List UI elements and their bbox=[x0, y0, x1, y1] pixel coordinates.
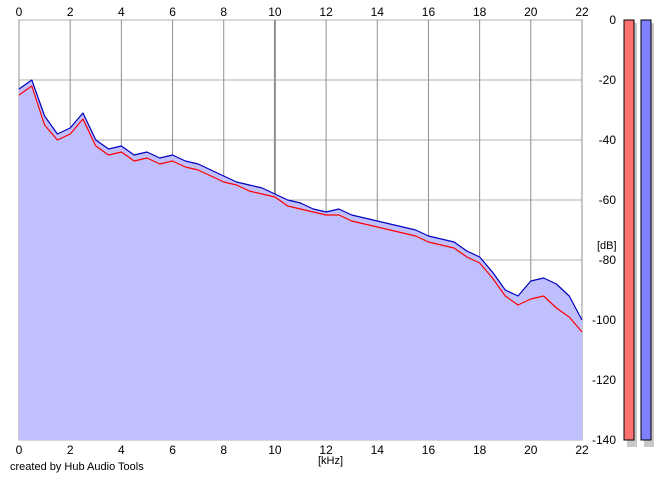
x-tick-label-top: 22 bbox=[575, 5, 589, 19]
level-meter-1 bbox=[623, 19, 635, 441]
series-lines bbox=[18, 79, 583, 333]
x-tick-label-bottom: 8 bbox=[220, 443, 227, 457]
x-tick-label-bottom: 18 bbox=[473, 443, 487, 457]
series-line-2 bbox=[18, 79, 583, 321]
x-tick-label-top: 16 bbox=[422, 5, 436, 19]
tick-labels: 002244668810101212141416161818202022220-… bbox=[16, 5, 617, 457]
x-tick-label-top: 18 bbox=[473, 5, 487, 19]
x-tick-label-bottom: 20 bbox=[524, 443, 538, 457]
x-tick-label-bottom: 22 bbox=[575, 443, 589, 457]
x-tick-label-top: 8 bbox=[220, 5, 227, 19]
x-tick-label-bottom: 10 bbox=[268, 443, 282, 457]
x-tick-label-bottom: 6 bbox=[169, 443, 176, 457]
x-tick-label-top: 10 bbox=[268, 5, 282, 19]
y-tick-label: 0 bbox=[609, 13, 616, 27]
x-tick-label-top: 0 bbox=[16, 5, 23, 19]
y-tick-label: -100 bbox=[592, 313, 616, 327]
x-tick-label-top: 6 bbox=[169, 5, 176, 19]
x-tick-label-bottom: 4 bbox=[118, 443, 125, 457]
x-tick-label-bottom: 16 bbox=[422, 443, 436, 457]
x-tick-label-top: 4 bbox=[118, 5, 125, 19]
y-tick-label: -80 bbox=[599, 253, 617, 267]
x-tick-label-top: 12 bbox=[319, 5, 333, 19]
y-tick-label: -140 bbox=[592, 433, 616, 447]
x-axis-label: [kHz] bbox=[318, 455, 344, 467]
x-tick-label-bottom: 2 bbox=[67, 443, 74, 457]
series-line-1 bbox=[18, 85, 583, 333]
level-meters bbox=[623, 19, 654, 447]
y-tick-label: -40 bbox=[599, 133, 617, 147]
x-tick-label-bottom: 14 bbox=[371, 443, 385, 457]
x-tick-label-top: 2 bbox=[67, 5, 74, 19]
x-tick-label-bottom: 12 bbox=[319, 443, 333, 457]
y-tick-label: -20 bbox=[599, 73, 617, 87]
x-tick-label-top: 20 bbox=[524, 5, 538, 19]
x-tick-label-top: 14 bbox=[371, 5, 385, 19]
credit-text: created by Hub Audio Tools bbox=[10, 461, 144, 473]
y-tick-label: -60 bbox=[599, 193, 617, 207]
y-axis-label: [dB] bbox=[597, 240, 617, 252]
spectrum-fill-area bbox=[19, 80, 582, 440]
y-tick-label: -120 bbox=[592, 373, 616, 387]
level-meter-2 bbox=[640, 19, 652, 441]
x-tick-label-bottom: 0 bbox=[16, 443, 23, 457]
